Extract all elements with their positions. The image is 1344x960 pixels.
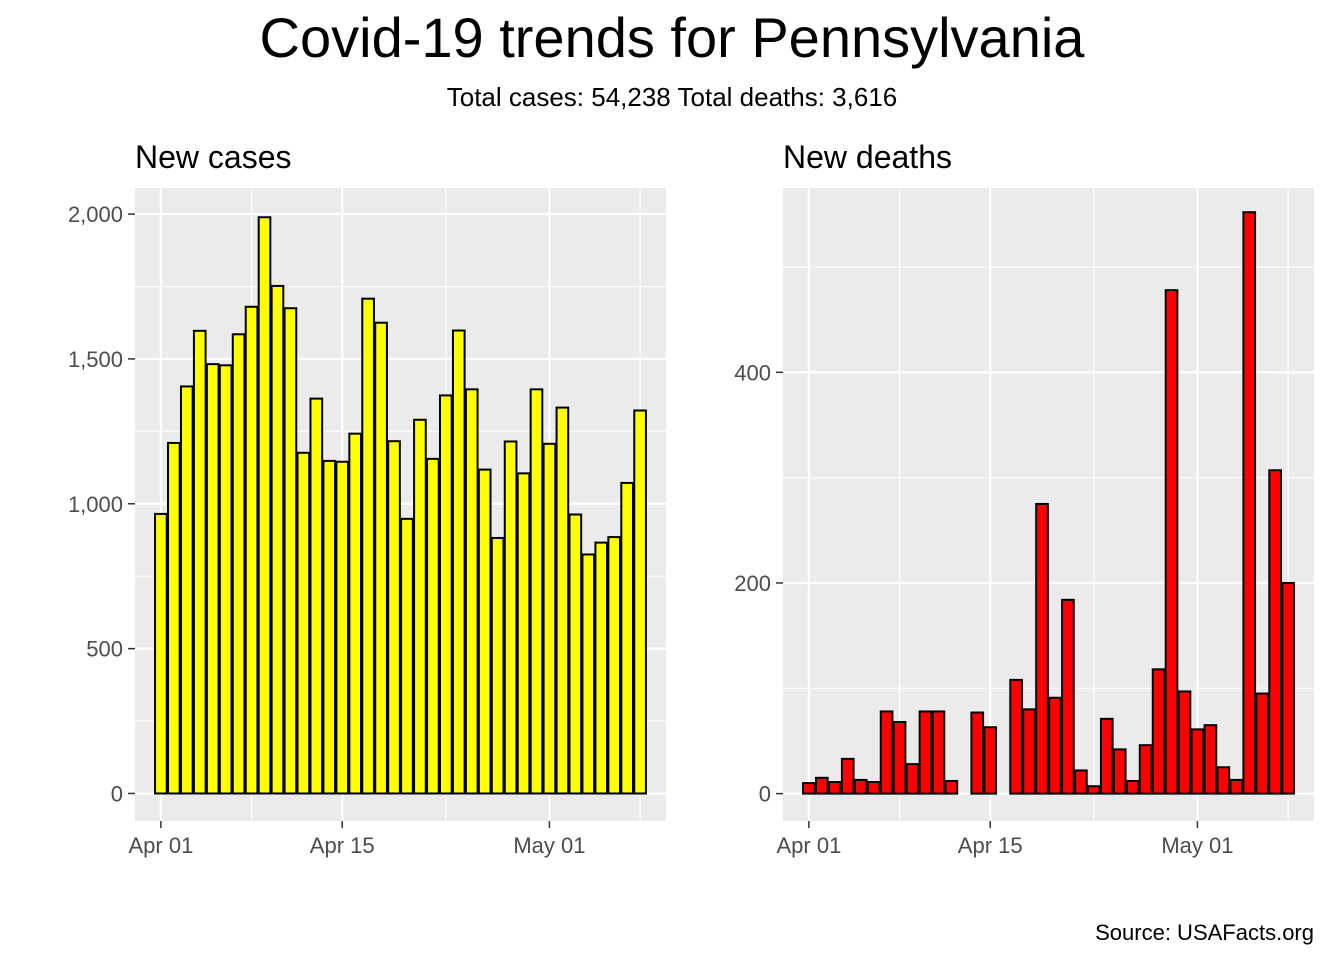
deaths-bar (1099, 717, 1114, 795)
cases-y-tick-label: 500 (86, 637, 123, 662)
deaths-y-tick-label: 200 (734, 571, 771, 596)
cases-bar (154, 512, 168, 795)
cases-bar (594, 541, 609, 795)
chart-title: Covid-19 trends for Pennsylvania (259, 6, 1085, 69)
cases-bar (620, 481, 634, 795)
deaths-bar (1074, 769, 1088, 795)
deaths-x-tick-label: Apr 15 (958, 833, 1023, 858)
cases-bar (490, 536, 505, 795)
deaths-bar (1281, 581, 1295, 795)
cases-bar (451, 329, 466, 795)
deaths-bar (892, 720, 907, 795)
deaths-bar (815, 776, 829, 795)
deaths-bar (1022, 708, 1036, 795)
cases-bar (503, 440, 518, 795)
cases-bar (361, 297, 375, 795)
cases-x-tick-label: Apr 01 (128, 833, 193, 858)
deaths-bar (931, 710, 946, 795)
cases-bar (192, 329, 207, 795)
cases-y-tick-label: 0 (111, 781, 123, 806)
cases-bar (439, 394, 453, 795)
deaths-bar (866, 781, 881, 795)
cases-bar (205, 363, 220, 795)
cases-x-tick-label: May 01 (513, 833, 585, 858)
cases-bar (257, 216, 272, 795)
cases-bar (633, 409, 647, 795)
new-cases-panel: New cases 0 500 1,000 1,500 2,000 Apr 01 Apr 15… (68, 139, 666, 858)
deaths-bar (802, 782, 816, 795)
deaths-bar (1164, 289, 1179, 795)
cases-bar (516, 472, 531, 795)
cases-bar (387, 440, 401, 795)
deaths-bar (879, 710, 894, 795)
deaths-bar (1048, 696, 1062, 795)
deaths-bar (1112, 748, 1127, 795)
deaths-bar (853, 778, 868, 795)
deaths-bar (944, 779, 959, 795)
deaths-panel-title: New deaths (783, 139, 952, 175)
source-caption: Source: USAFacts.org (1095, 920, 1314, 945)
deaths-bar (1061, 598, 1075, 795)
deaths-bar (1216, 766, 1231, 795)
cases-bar (218, 364, 233, 795)
cases-bar (231, 333, 246, 795)
cases-bar (244, 305, 259, 795)
deaths-bar (1255, 692, 1270, 795)
cases-y-tick-label: 2,000 (68, 202, 123, 227)
deaths-bar (827, 781, 842, 795)
deaths-x-tick-label: Apr 01 (776, 833, 841, 858)
deaths-bar (1190, 728, 1205, 795)
deaths-bar (1151, 668, 1166, 795)
cases-bar (335, 460, 350, 795)
cases-bar (309, 397, 324, 795)
cases-panel-title: New cases (135, 139, 292, 175)
deaths-bar (1268, 469, 1282, 795)
cases-y-tick-label: 1,000 (68, 492, 123, 517)
deaths-y-tick-label: 400 (734, 360, 771, 385)
deaths-bar (970, 711, 985, 795)
cases-bar (542, 442, 557, 795)
cases-bar (400, 517, 414, 795)
chart-subtitle: Total cases: 54,238 Total deaths: 3,616 (446, 82, 898, 112)
new-deaths-panel: New deaths 0 200 400 Apr 01 Apr 15 May 01 (734, 139, 1314, 858)
cases-bar (607, 536, 622, 795)
cases-bar (426, 457, 440, 795)
cases-bar (322, 459, 337, 795)
deaths-bar (1138, 744, 1153, 795)
cases-bar (529, 388, 544, 795)
deaths-bar (1203, 724, 1218, 795)
deaths-bar (905, 763, 920, 795)
cases-y-tick-label: 1,500 (68, 347, 123, 372)
deaths-bar (1242, 211, 1257, 795)
deaths-bar (1125, 779, 1140, 795)
deaths-bar (1009, 678, 1023, 795)
deaths-bar (1087, 785, 1101, 795)
cases-bar (464, 388, 479, 795)
cases-bar (167, 441, 181, 795)
deaths-bar (983, 726, 998, 795)
cases-x-tick-label: Apr 15 (310, 833, 375, 858)
deaths-bar (918, 710, 933, 795)
cases-bar (581, 553, 596, 795)
deaths-bar (840, 757, 855, 795)
cases-bar (283, 307, 298, 795)
cases-bar (270, 284, 285, 795)
cases-bar (555, 406, 570, 795)
cases-bar (179, 385, 194, 795)
cases-bar (374, 321, 388, 795)
cases-bar (296, 451, 311, 795)
cases-bar (348, 432, 362, 795)
deaths-x-tick-label: May 01 (1161, 833, 1233, 858)
cases-bar (477, 468, 492, 795)
deaths-bar (1177, 690, 1192, 795)
deaths-y-tick-label: 0 (759, 782, 771, 807)
deaths-bar (1229, 778, 1244, 795)
deaths-bar (1035, 502, 1049, 795)
cases-bar (413, 418, 427, 795)
cases-bar (568, 513, 583, 795)
